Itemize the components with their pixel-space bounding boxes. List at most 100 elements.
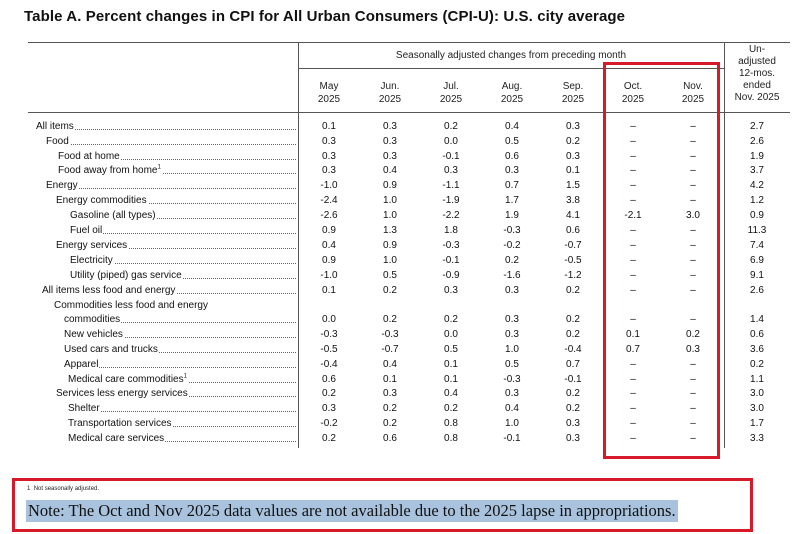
table-cell: 0.2: [322, 388, 336, 399]
table-cell: 0.3: [505, 165, 519, 176]
table-cell: 0.2: [383, 403, 397, 414]
table-cell: -1.2: [564, 270, 582, 281]
table-cell: -0.4: [564, 344, 582, 355]
table-cell: –: [630, 180, 636, 191]
row-label: Utility (piped) gas service: [70, 269, 296, 283]
table-cell: 0.3: [383, 121, 397, 132]
table-row: Apparel -0.4 0.4 0.1 0.5 0.7 – – 0.2: [0, 358, 811, 372]
row-label: Food: [46, 135, 296, 149]
table-row: All items less food and energy 0.1 0.2 0.3 0…: [0, 284, 811, 298]
row-label-text: Used cars and trucks: [64, 344, 159, 355]
dot-leader: [68, 411, 296, 412]
column-header-year: 2025: [378, 94, 402, 105]
table-cell: 0.4: [444, 388, 458, 399]
table-row: Medical care services 0.2 0.6 0.8 -0.1 0.3 – – 3…: [0, 432, 811, 446]
table-cell: –: [690, 374, 696, 385]
row-label: Transportation services: [68, 417, 296, 431]
table-row: Transportation services -0.2 0.2 0.8 1.0 0.3 –…: [0, 417, 811, 431]
column-header-2: Jun. 2025: [360, 80, 420, 106]
table-cell: 3.0: [686, 210, 700, 221]
table-cell: 0.3: [383, 136, 397, 147]
table-cell: 0.3: [322, 403, 336, 414]
table-cell: 1.0: [505, 344, 519, 355]
table-cell: 0.2: [566, 314, 580, 325]
table-cell: 0.7: [626, 344, 640, 355]
column-header-year: 2025: [500, 94, 524, 105]
table-row: Services less energy services 0.2 0.3 0.4 0.…: [0, 387, 811, 401]
dot-leader: [68, 426, 296, 427]
column-header-4: Aug. 2025: [482, 80, 542, 106]
table-cell: -1.0: [320, 180, 338, 191]
table-cell: 0.9: [322, 225, 336, 236]
row-label-text: Services less energy services: [56, 388, 189, 399]
table-cell: –: [630, 314, 636, 325]
row-label: Medical care commodities1: [68, 373, 296, 387]
unadjusted-header-line: ended: [743, 80, 771, 91]
table-cell: -2.1: [624, 210, 642, 221]
table-cell: 0.5: [505, 359, 519, 370]
table-row: Food at home 0.3 0.3 -0.1 0.6 0.3 – – 1.9: [0, 150, 811, 164]
column-header-year: 2025: [317, 94, 341, 105]
row-label: Medical care services: [68, 432, 296, 446]
row-label-text: Medical care services: [68, 433, 166, 444]
footnote-text: Not seasonally adjusted.: [33, 486, 100, 492]
table-cell: 0.3: [566, 121, 580, 132]
table-cell: -1.6: [503, 270, 521, 281]
column-header-month: Sep.: [562, 81, 584, 92]
table-cell: -0.2: [503, 240, 521, 251]
column-header-1: May 2025: [299, 80, 359, 106]
dot-leader: [56, 248, 296, 249]
row-label-text: Fuel oil: [70, 225, 104, 236]
table-cell: –: [690, 180, 696, 191]
table-cell: –: [630, 270, 636, 281]
table-cell: 0.1: [322, 121, 336, 132]
table-cell: 0.0: [444, 136, 458, 147]
table-cell: 0.3: [505, 314, 519, 325]
table-cell: 1.7: [505, 195, 519, 206]
table-cell: 0.8: [444, 433, 458, 444]
dot-leader: [70, 218, 296, 219]
table-cell: 0.1: [444, 374, 458, 385]
row-label: Electricity: [70, 254, 296, 268]
table-cell: 3.6: [750, 344, 764, 355]
table-cell: 0.2: [566, 136, 580, 147]
unadjusted-header-line: Un-: [748, 44, 766, 55]
dot-leader: [70, 278, 296, 279]
row-label-text: Energy: [46, 180, 79, 191]
table-cell: -0.1: [442, 255, 460, 266]
table-row: Energy commodities -2.4 1.0 -1.9 1.7 3.8 – – 1.2: [0, 194, 811, 208]
table-cell: –: [690, 418, 696, 429]
dot-leader: [58, 173, 296, 174]
table-cell: –: [630, 240, 636, 251]
row-label-text: All items: [36, 121, 75, 132]
table-row: Commodities less food and energy: [0, 299, 811, 313]
table-row: Energy -1.0 0.9 -1.1 0.7 1.5 – – 4.2: [0, 179, 811, 193]
table-cell: -0.2: [320, 418, 338, 429]
table-cell: 11.3: [747, 225, 767, 236]
table-cell: 0.7: [566, 359, 580, 370]
table-cell: –: [690, 151, 696, 162]
table-cell: 0.2: [383, 418, 397, 429]
dot-leader: [46, 144, 296, 145]
column-header-year: 2025: [681, 94, 705, 105]
table-cell: -0.9: [442, 270, 460, 281]
table-cell: 0.1: [444, 359, 458, 370]
table-cell: –: [630, 151, 636, 162]
table-row: Shelter 0.3 0.2 0.2 0.4 0.2 – – 3.0: [0, 402, 811, 416]
table-cell: –: [630, 195, 636, 206]
row-label-text: Gasoline (all types): [70, 210, 157, 221]
table-cell: 0.3: [505, 329, 519, 340]
table-cell: 0.4: [322, 240, 336, 251]
table-cell: 0.1: [626, 329, 640, 340]
table-cell: 0.2: [505, 255, 519, 266]
seasonally-adjusted-header: Seasonally adjusted changes from precedi…: [395, 50, 627, 61]
table-cell: 0.6: [566, 225, 580, 236]
row-label: All items: [36, 120, 296, 134]
table-cell: –: [630, 255, 636, 266]
column-header-month: Oct.: [623, 81, 643, 92]
column-header-month: Jun.: [380, 81, 400, 92]
row-label: commodities: [64, 313, 296, 327]
table-cell: 0.2: [444, 403, 458, 414]
table-cell: –: [630, 388, 636, 399]
table-cell: –: [630, 418, 636, 429]
